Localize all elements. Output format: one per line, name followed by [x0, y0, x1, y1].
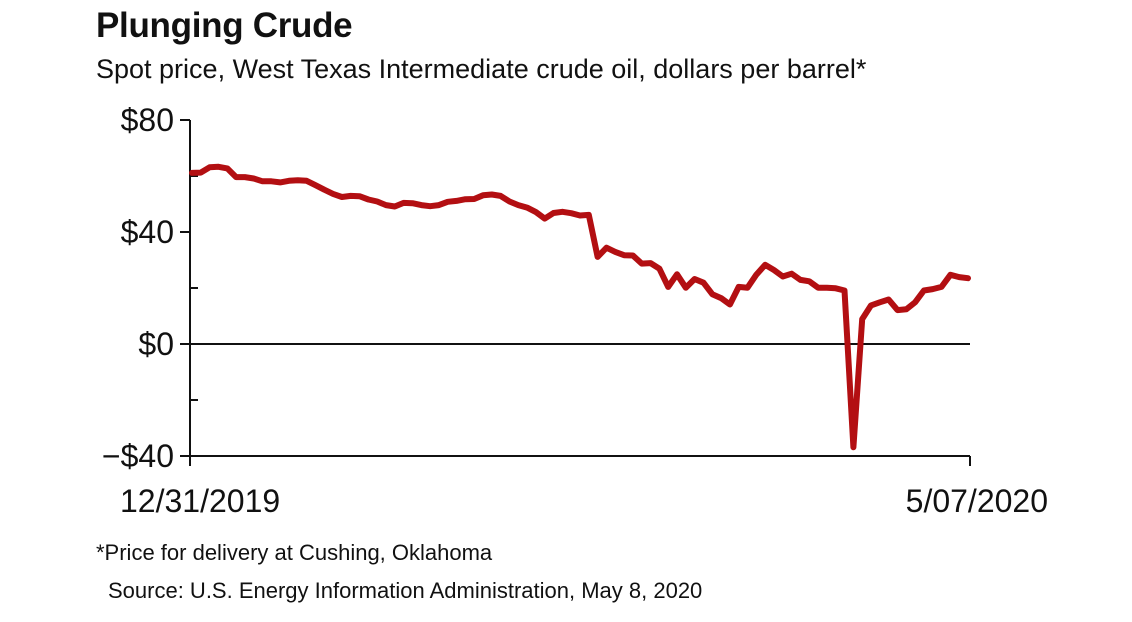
y-tick-label: $0	[138, 326, 174, 362]
chart-subtitle: Spot price, West Texas Intermediate crud…	[96, 54, 867, 84]
x-tick-label-end: 5/07/2020	[906, 483, 1048, 519]
chart-title: Plunging Crude	[96, 6, 353, 45]
footnote: *Price for delivery at Cushing, Oklahoma	[96, 540, 493, 565]
price-series-line	[189, 163, 971, 451]
chart-axes	[189, 120, 970, 464]
y-axis-ticks: $80 $40 $0 −$40	[102, 102, 198, 474]
y-tick-label: −$40	[102, 438, 174, 474]
series-group	[189, 163, 971, 451]
x-tick-label-start: 12/31/2019	[120, 483, 280, 519]
y-tick-label: $80	[121, 102, 174, 138]
y-tick-label: $40	[121, 214, 174, 250]
x-axis-ticks: 12/31/2019 5/07/2020	[120, 456, 1048, 519]
source-note: Source: U.S. Energy Information Administ…	[108, 578, 703, 603]
